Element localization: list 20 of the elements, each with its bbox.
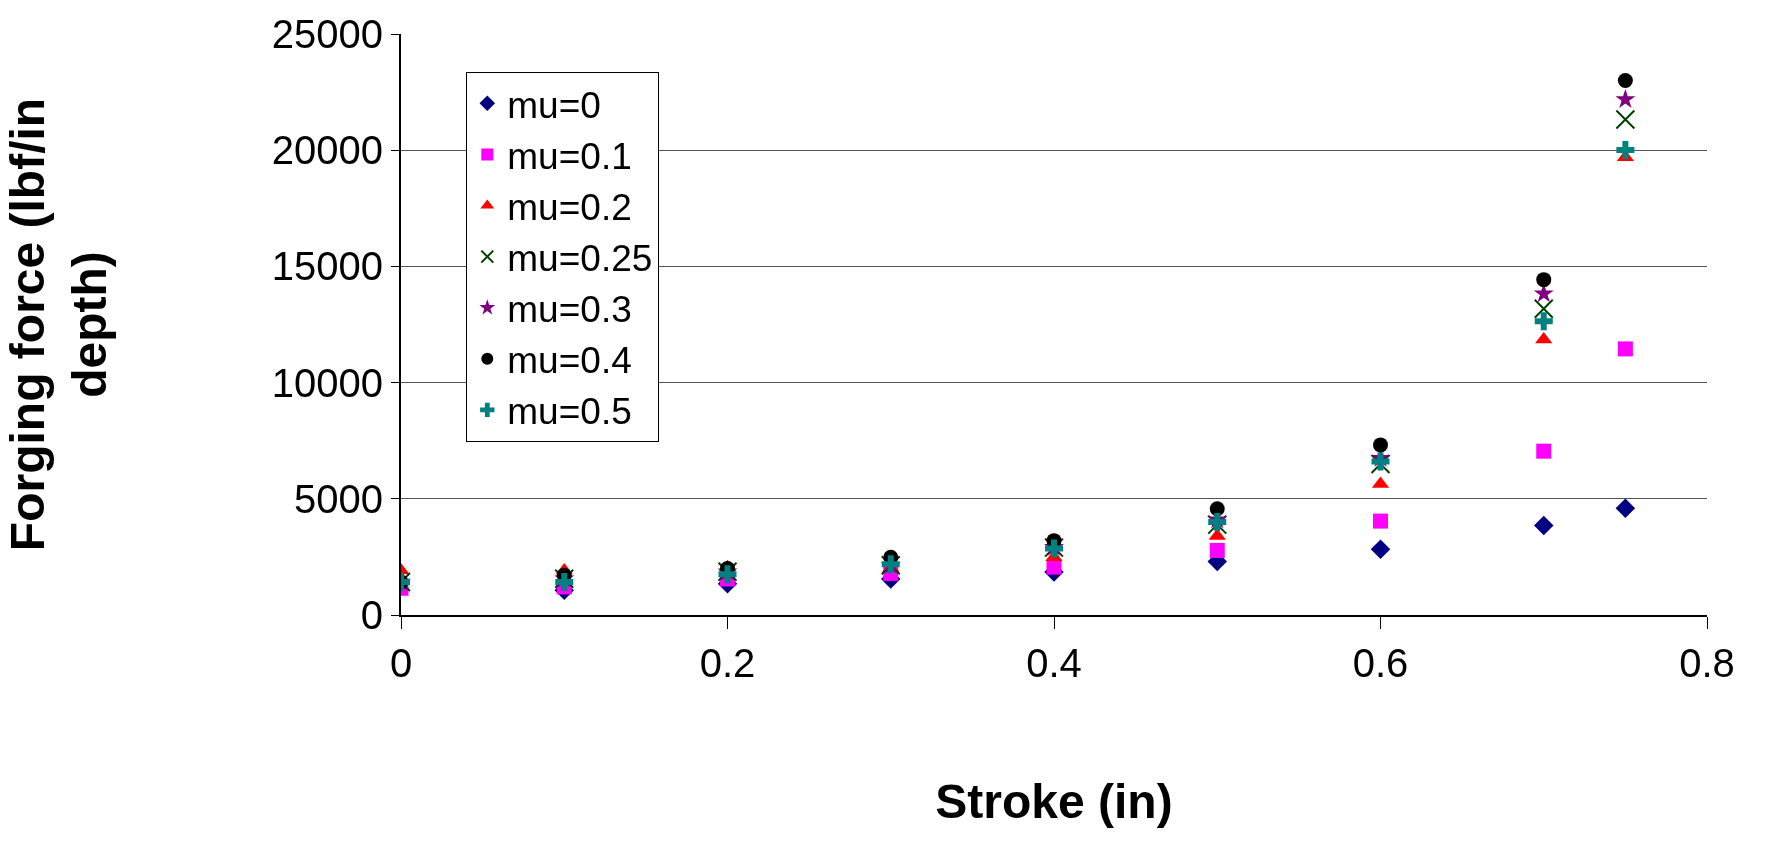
x-tick-label: 0 xyxy=(389,641,413,685)
y-axis-title: Forging force (lbf/in depth) xyxy=(0,97,116,552)
x-tick-label: 0.6 xyxy=(1352,641,1409,685)
y-tick-label: 25000 xyxy=(271,12,383,56)
legend-label: mu=0.5 xyxy=(507,391,632,433)
legend-label: mu=0.25 xyxy=(507,238,653,280)
x-axis-title: Stroke (in) xyxy=(935,774,1173,828)
y-tick-label: 0 xyxy=(360,593,383,637)
legend-label: mu=0.3 xyxy=(507,289,632,331)
legend-label: mu=0.2 xyxy=(507,186,632,228)
y-tick-label: 5000 xyxy=(294,476,383,521)
legend-label: mu=0 xyxy=(507,84,601,126)
legend-label: mu=0.1 xyxy=(507,135,632,177)
y-tick-label: 15000 xyxy=(271,244,383,289)
x-tick-label: 0.8 xyxy=(1679,641,1735,685)
legend-label: mu=0.4 xyxy=(507,340,632,382)
y-tick-label: 20000 xyxy=(271,128,383,173)
x-tick-label: 0.2 xyxy=(699,641,756,685)
y-tick-label: 10000 xyxy=(271,360,383,405)
x-tick-label: 0.4 xyxy=(1026,641,1082,685)
